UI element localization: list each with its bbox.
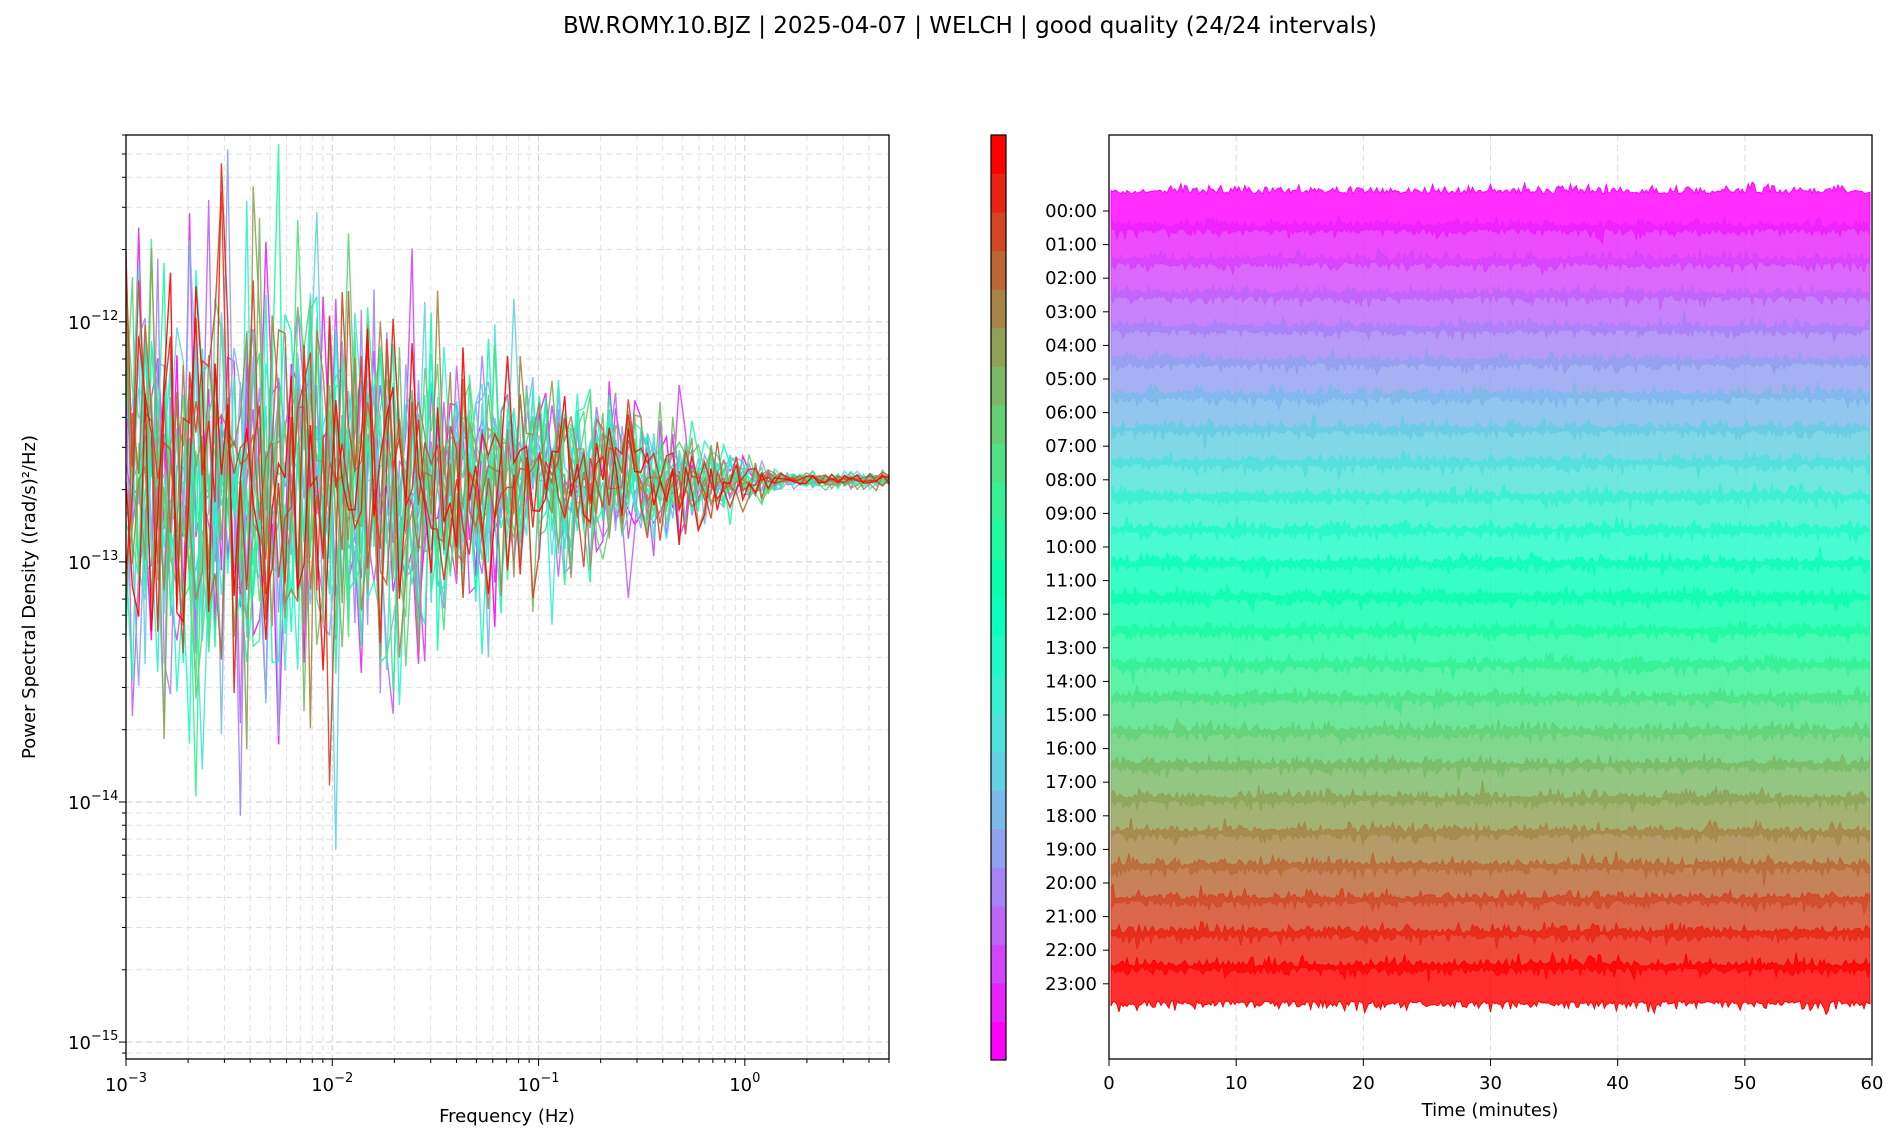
psd-x-tick-label: 10−3: [105, 1071, 147, 1096]
colorbar-segment: [991, 520, 1006, 560]
waveform-hour-label: 01:00: [1045, 235, 1097, 256]
colorbar: [991, 135, 1006, 1061]
psd-x-tick-label: 100: [729, 1071, 760, 1096]
colorbar-segment: [991, 250, 1006, 290]
waveform-x-tick-label: 40: [1606, 1073, 1629, 1094]
colorbar-frame: [990, 134, 1007, 1061]
psd-series-line: [125, 191, 890, 786]
psd-y-tick-label: 10−14: [68, 789, 118, 814]
waveform-x-tick-label: 20: [1352, 1073, 1375, 1094]
waveform-hour-label: 17:00: [1045, 772, 1097, 793]
waveform-hour-label: 08:00: [1045, 470, 1097, 491]
colorbar-segment: [991, 982, 1006, 1022]
psd-y-tick-label: 10−12: [68, 309, 118, 334]
psd-x-ticks: 10−3 10−2 10−1 100: [105, 1059, 890, 1096]
waveform-x-ticks: 0 10 20 30 40 50 60: [1103, 1059, 1883, 1094]
colorbar-segment: [991, 1021, 1006, 1061]
psd-x-tick-label: 10−2: [311, 1071, 353, 1096]
psd-series-line: [125, 238, 890, 797]
waveform-hour-label: 09:00: [1045, 503, 1097, 524]
psd-lines: [125, 144, 890, 850]
psd-x-axis-label: Frequency (Hz): [439, 1106, 575, 1127]
waveform-x-tick-label: 10: [1225, 1073, 1248, 1094]
waveform-panel: 0 10 20 30 40 50 60 00:0001:0002:0003:0004:000…: [1045, 134, 1883, 1121]
waveform-hour-label: 06:00: [1045, 403, 1097, 424]
colorbar-segment: [991, 713, 1006, 753]
colorbar-segment: [991, 790, 1006, 830]
waveform-hour-label: 22:00: [1045, 940, 1097, 961]
waveform-hour-label: 14:00: [1045, 671, 1097, 692]
colorbar-segment: [991, 289, 1006, 329]
waveform-hour-label: 02:00: [1045, 268, 1097, 289]
psd-series-line: [125, 290, 890, 729]
waveform-hour-label: 15:00: [1045, 705, 1097, 726]
colorbar-segment: [991, 597, 1006, 637]
colorbar-segment: [991, 751, 1006, 791]
waveform-hour-label: 20:00: [1045, 873, 1097, 894]
waveform-hour-label: 04:00: [1045, 335, 1097, 356]
colorbar-segment: [991, 944, 1006, 984]
psd-x-tick-label: 10−1: [518, 1071, 560, 1096]
colorbar-segment: [991, 404, 1006, 444]
colorbar-segment: [991, 674, 1006, 714]
psd-series-line: [125, 293, 890, 770]
waveform-hour-label: 03:00: [1045, 302, 1097, 323]
psd-panel: 10−3 10−2 10−1 100 10−15 10−14 10−13 10−12 Fre…: [19, 134, 890, 1127]
waveform-hour-label: 00:00: [1045, 201, 1097, 222]
colorbar-segment: [991, 366, 1006, 406]
waveform-hour-label: 12:00: [1045, 604, 1097, 625]
waveform-hour-label: 18:00: [1045, 806, 1097, 827]
waveform-hour-labels: 00:00 01:00 02:00 03:00 04:00 05:00 06:00 07:00…: [1045, 201, 1109, 995]
psd-y-axis-label: Power Spectral Density ((rad/s)²/Hz): [19, 435, 40, 759]
waveform-hour-label: 07:00: [1045, 436, 1097, 457]
waveform-hour-label: 05:00: [1045, 369, 1097, 390]
figure-title: BW.ROMY.10.BJZ | 2025-04-07 | WELCH | go…: [563, 13, 1377, 39]
waveform-x-tick-label: 50: [1733, 1073, 1756, 1094]
colorbar-segment: [991, 327, 1006, 367]
waveform-hour-label: 10:00: [1045, 537, 1097, 558]
psd-y-ticks: 10−15 10−14 10−13 10−12: [68, 134, 126, 1054]
colorbar-segment: [991, 135, 1006, 175]
colorbar-segment: [991, 828, 1006, 868]
psd-series-line: [125, 163, 890, 694]
psd-y-tick-label: 10−15: [68, 1029, 118, 1054]
psd-y-tick-label: 10−13: [68, 549, 118, 574]
colorbar-segment: [991, 173, 1006, 213]
waveform-traces: [1110, 181, 1871, 1016]
colorbar-segment: [991, 636, 1006, 676]
waveform-hour-label: 13:00: [1045, 638, 1097, 659]
colorbar-segment: [991, 867, 1006, 907]
psd-axes-frame: [125, 134, 890, 1060]
colorbar-segment: [991, 905, 1006, 945]
waveform-hour-label: 23:00: [1045, 974, 1097, 995]
psd-series-line: [125, 217, 890, 712]
waveform-trace: [1110, 951, 1871, 1016]
waveform-x-tick-label: 60: [1861, 1073, 1884, 1094]
waveform-hour-label: 16:00: [1045, 739, 1097, 760]
waveform-hour-label: 11:00: [1045, 571, 1097, 592]
waveform-x-axis-label: Time (minutes): [1421, 1100, 1559, 1121]
psd-series-line: [125, 272, 890, 671]
waveform-x-tick-label: 0: [1103, 1073, 1114, 1094]
waveform-x-tick-label: 30: [1479, 1073, 1502, 1094]
waveform-hour-label: 19:00: [1045, 839, 1097, 860]
colorbar-segment: [991, 481, 1006, 521]
waveform-hour-label: 21:00: [1045, 907, 1097, 928]
colorbar-segment: [991, 558, 1006, 598]
colorbar-segment: [991, 212, 1006, 252]
colorbar-segment: [991, 443, 1006, 483]
